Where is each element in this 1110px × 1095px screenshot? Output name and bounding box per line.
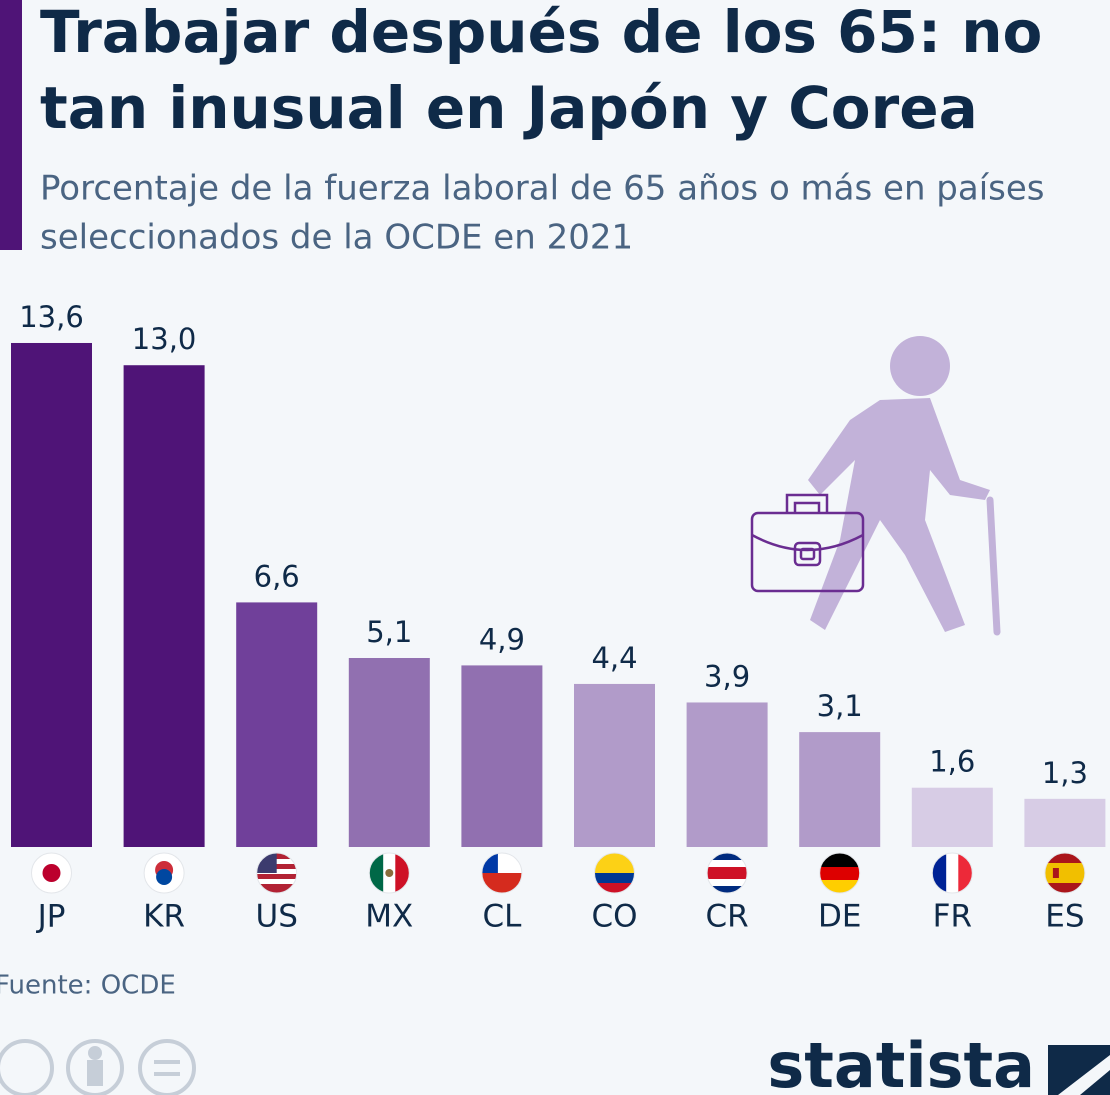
- logo: statista: [767, 1029, 1035, 1095]
- flag-part: [1044, 863, 1085, 883]
- value-label: 13,0: [132, 322, 197, 356]
- flag: [256, 853, 297, 893]
- flag: [31, 853, 72, 893]
- flag: [594, 853, 635, 893]
- value-label: 1,6: [929, 745, 975, 779]
- flag-part: [707, 867, 748, 879]
- flag-ring: [931, 852, 973, 894]
- bar: [686, 702, 768, 847]
- flag-ring: [1044, 852, 1086, 894]
- flag-ring: [368, 852, 410, 894]
- bar: [461, 665, 543, 847]
- flag: [707, 853, 748, 893]
- value-label: 13,6: [19, 300, 84, 334]
- value-label: 4,9: [479, 622, 525, 656]
- flag-part: [481, 873, 522, 893]
- x-tick-label: KR: [143, 899, 185, 935]
- chart-title: Trabajar después de los 65: no: [40, 0, 1042, 66]
- x-tick-label: FR: [933, 899, 972, 935]
- flag-part: [594, 873, 635, 883]
- x-tick-label: CR: [706, 899, 749, 935]
- x-tick-label: CL: [482, 899, 522, 935]
- flag-ring: [143, 852, 185, 894]
- briefcase-icon: [750, 493, 865, 593]
- chart-subtitle: seleccionados de la OCDE en 2021: [40, 218, 633, 258]
- x-tick-label: CO: [591, 899, 637, 935]
- bar: [348, 657, 430, 847]
- x-tick-label: JP: [36, 899, 66, 935]
- flag-part: [156, 869, 173, 885]
- flag-ring: [594, 852, 635, 894]
- chart-title: tan inusual en Japón y Corea: [40, 74, 978, 142]
- flag-part: [819, 880, 860, 893]
- flag-part: [946, 853, 959, 893]
- bar: [1024, 798, 1106, 847]
- bar: [236, 602, 318, 847]
- elderly-icon: [808, 336, 1001, 636]
- chart-subtitle: Porcentaje de la fuerza laboral de 65 añ…: [40, 169, 1045, 209]
- flag-part: [395, 853, 410, 893]
- flag-part: [594, 883, 635, 893]
- flag-part: [1052, 868, 1059, 878]
- logo-mark: [1048, 1045, 1110, 1095]
- flag-ring: [256, 852, 298, 894]
- flag-part: [819, 867, 860, 880]
- x-tick-label: MX: [365, 899, 413, 935]
- flag: [369, 853, 410, 893]
- x-tick-label: US: [256, 899, 298, 935]
- license-icons: [0, 1039, 196, 1095]
- value-label: 3,1: [817, 689, 863, 723]
- flag-part: [594, 853, 635, 873]
- bar: [123, 365, 205, 847]
- accent-bar: [0, 0, 22, 250]
- flag-part: [958, 853, 973, 893]
- x-tick-label: DE: [818, 899, 861, 935]
- value-label: 1,3: [1042, 756, 1088, 790]
- value-label: 3,9: [704, 659, 750, 693]
- value-label: 5,1: [366, 615, 412, 649]
- flag-part: [369, 853, 384, 893]
- flag-part: [932, 853, 947, 893]
- bar: [11, 342, 92, 847]
- flag-part: [256, 879, 297, 884]
- flag-ring: [481, 852, 523, 894]
- flag: [819, 853, 860, 893]
- flag: [1044, 853, 1085, 893]
- flag-ring: [31, 852, 72, 894]
- flag-part: [385, 869, 394, 877]
- value-label: 4,4: [591, 641, 637, 675]
- bar: [799, 732, 881, 847]
- value-label: 6,6: [254, 559, 300, 593]
- source: Fuente: OCDE: [0, 971, 176, 1001]
- flags: [31, 852, 1086, 894]
- flag-ring: [706, 852, 748, 894]
- flag-part: [42, 864, 61, 882]
- flag: [932, 853, 973, 893]
- flag-part: [819, 853, 860, 867]
- flag: [144, 853, 185, 893]
- x-tick-label: ES: [1045, 899, 1084, 935]
- bar: [911, 787, 993, 847]
- flag-ring: [819, 852, 861, 894]
- bar: [574, 683, 655, 847]
